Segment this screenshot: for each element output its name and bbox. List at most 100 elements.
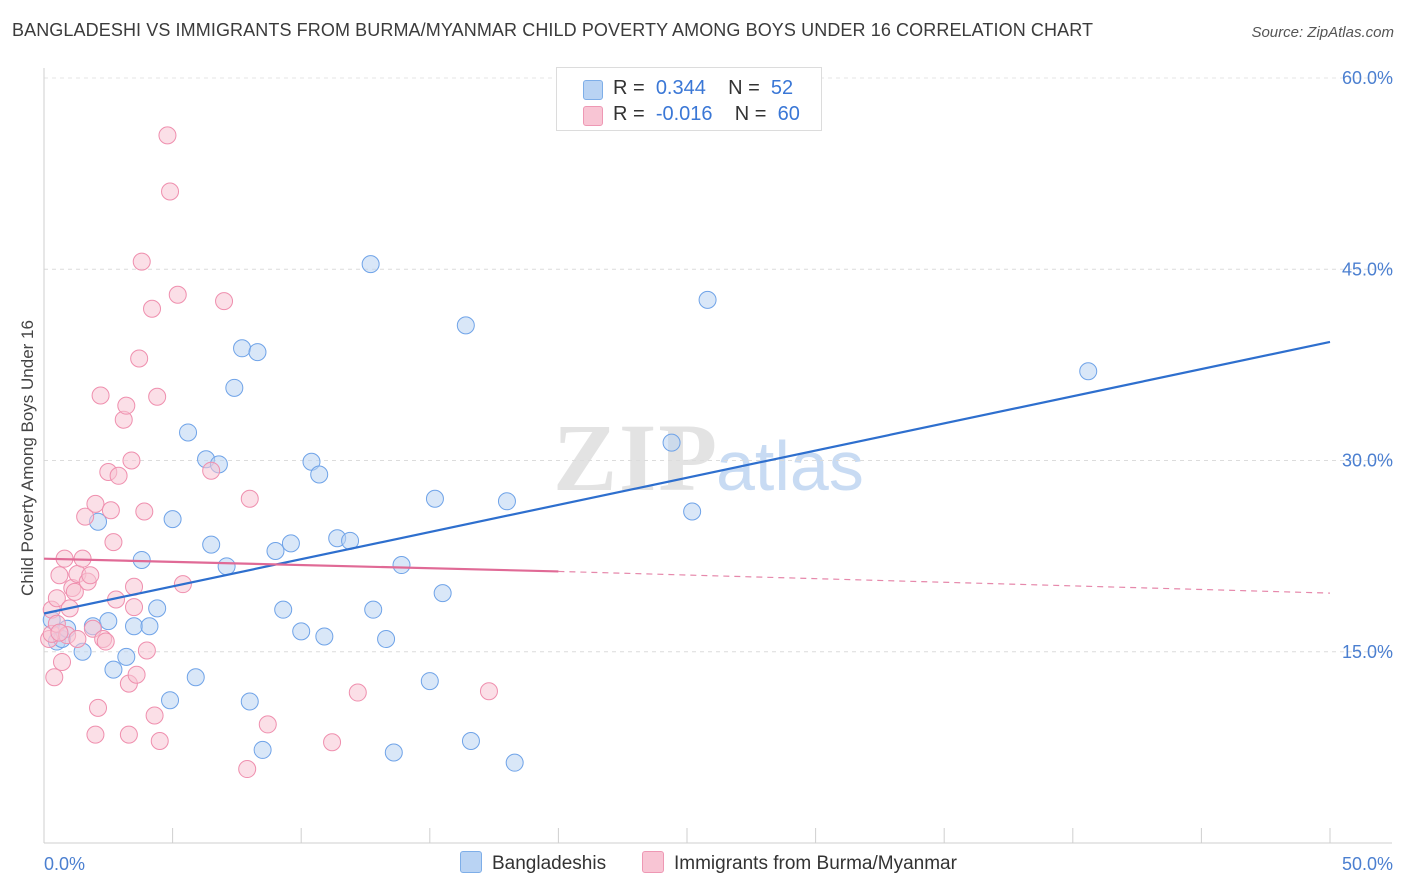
- point-bangladeshis: [310, 465, 329, 484]
- point-burma: [145, 706, 164, 725]
- point-burma: [348, 683, 367, 702]
- legend-n-value: 52: [770, 77, 794, 99]
- x-tick-label: 50.0%: [1342, 854, 1393, 874]
- point-burma: [68, 630, 87, 648]
- point-bangladeshis: [140, 617, 159, 636]
- legend-r-value: 0.344: [655, 77, 706, 99]
- point-bangladeshis: [179, 423, 198, 442]
- point-bangladeshis: [225, 378, 244, 397]
- y-tick-label: 30.0%: [1342, 451, 1393, 471]
- point-burma: [91, 386, 110, 405]
- point-burma: [119, 725, 138, 744]
- trend-line-burma: [43, 557, 559, 573]
- trend-lines: [43, 340, 1331, 615]
- point-burma: [323, 733, 342, 752]
- point-burma: [161, 182, 180, 201]
- x-tick-label: 0.0%: [44, 854, 85, 874]
- point-burma: [127, 665, 146, 684]
- series-label-bangladeshis: Bangladeshis: [492, 853, 607, 874]
- point-burma: [132, 252, 151, 271]
- point-burma: [117, 396, 136, 415]
- point-bangladeshis: [461, 732, 480, 750]
- y-axis-label: Child Poverty Among Boys Under 16: [18, 320, 37, 596]
- y-tick-label: 60.0%: [1342, 68, 1393, 88]
- point-bangladeshis: [202, 535, 221, 554]
- legend-r-value: -0.016: [655, 103, 713, 125]
- point-bangladeshis: [456, 316, 475, 335]
- point-bangladeshis: [217, 557, 236, 576]
- legend-r-label: R =: [613, 103, 645, 125]
- legend-r-label: R =: [613, 77, 645, 99]
- point-burma: [150, 732, 169, 750]
- point-bangladeshis: [662, 433, 681, 452]
- point-burma: [104, 533, 123, 552]
- point-burma: [65, 582, 84, 601]
- point-bangladeshis: [266, 542, 285, 561]
- series-swatch-pink: [642, 851, 664, 873]
- point-bangladeshis: [505, 753, 524, 772]
- watermark: ZIP atlas: [553, 404, 864, 511]
- point-burma: [50, 566, 69, 585]
- point-burma: [101, 501, 120, 520]
- series-legend-burma: Immigrants from Burma/Myanmar: [642, 851, 957, 875]
- point-bangladeshis: [233, 339, 252, 358]
- series-legend-bangladeshis: Bangladeshis: [460, 851, 606, 875]
- series-label-burma: Immigrants from Burma/Myanmar: [674, 853, 957, 874]
- point-bangladeshis: [497, 492, 516, 511]
- point-bangladeshis: [377, 630, 396, 648]
- point-burma: [143, 299, 162, 318]
- correlation-legend: R = 0.344 N = 52 R = -0.016 N = 60: [556, 67, 822, 131]
- point-bangladeshis: [698, 290, 717, 309]
- point-burma: [240, 489, 259, 508]
- y-tick-label: 45.0%: [1342, 259, 1393, 279]
- data-points: [40, 126, 1098, 779]
- x-ticks: [43, 828, 1331, 843]
- x-tick-labels: 0.0% 50.0%: [44, 854, 1393, 874]
- point-bangladeshis: [125, 617, 144, 636]
- point-bangladeshis: [186, 668, 205, 687]
- point-bangladeshis: [392, 556, 411, 575]
- point-bangladeshis: [292, 622, 311, 641]
- point-bangladeshis: [274, 600, 293, 619]
- point-burma: [89, 698, 108, 717]
- legend-n-value: 60: [777, 103, 800, 125]
- point-bangladeshis: [433, 584, 452, 603]
- chart-title: BANGLADESHI VS IMMIGRANTS FROM BURMA/MYA…: [12, 20, 1094, 40]
- point-bangladeshis: [163, 510, 182, 529]
- axes: [43, 68, 1392, 844]
- point-burma: [148, 387, 167, 406]
- series-swatch-blue: [460, 851, 482, 873]
- y-tick-label: 15.0%: [1342, 642, 1393, 662]
- point-burma: [137, 641, 156, 660]
- point-burma: [202, 461, 221, 480]
- point-burma: [81, 566, 100, 585]
- point-bangladeshis: [148, 599, 167, 618]
- watermark-zip: ZIP: [553, 404, 719, 511]
- point-burma: [479, 682, 498, 701]
- point-burma: [168, 285, 187, 304]
- grid: [44, 77, 1392, 653]
- point-bangladeshis: [1079, 362, 1098, 381]
- point-bangladeshis: [315, 627, 334, 646]
- point-burma: [215, 292, 234, 311]
- legend-n-label: N =: [734, 103, 767, 125]
- point-bangladeshis: [364, 600, 383, 619]
- point-burma: [45, 668, 64, 687]
- point-burma: [47, 589, 66, 608]
- trend-line-bangladeshis: [43, 340, 1331, 615]
- chart-source: Source: ZipAtlas.com: [1251, 24, 1394, 41]
- point-bangladeshis: [117, 647, 136, 666]
- legend-swatch-pink: [583, 106, 603, 126]
- point-bangladeshis: [240, 692, 259, 711]
- point-burma: [258, 715, 277, 734]
- point-bangladeshis: [361, 255, 380, 274]
- point-burma: [86, 725, 105, 744]
- point-bangladeshis: [683, 502, 702, 521]
- point-bangladeshis: [425, 489, 444, 508]
- point-bangladeshis: [99, 612, 118, 631]
- point-burma: [122, 451, 141, 470]
- point-bangladeshis: [253, 740, 272, 759]
- point-burma: [135, 502, 154, 521]
- point-bangladeshis: [161, 691, 180, 710]
